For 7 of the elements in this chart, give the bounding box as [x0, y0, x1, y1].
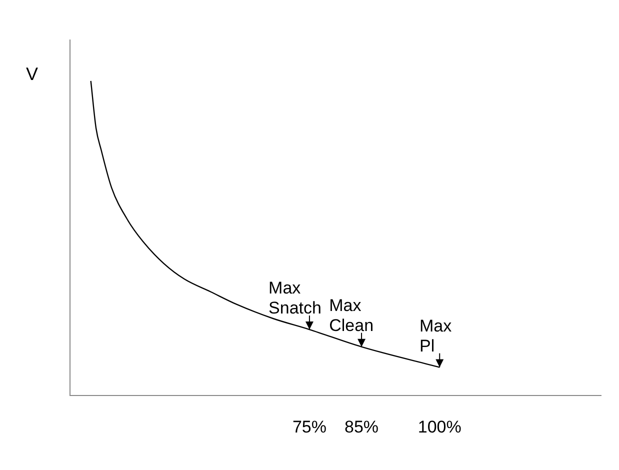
annotation: Max Clean: [329, 296, 374, 335]
x-tick-label: 85%: [344, 417, 379, 436]
x-tick-label: 100%: [418, 417, 462, 436]
annotation: Max Snatch: [268, 278, 322, 318]
annotation: Max Pl: [420, 316, 452, 356]
y-axis-title: V: [26, 64, 38, 85]
x-tick-label: 75%: [292, 417, 326, 436]
